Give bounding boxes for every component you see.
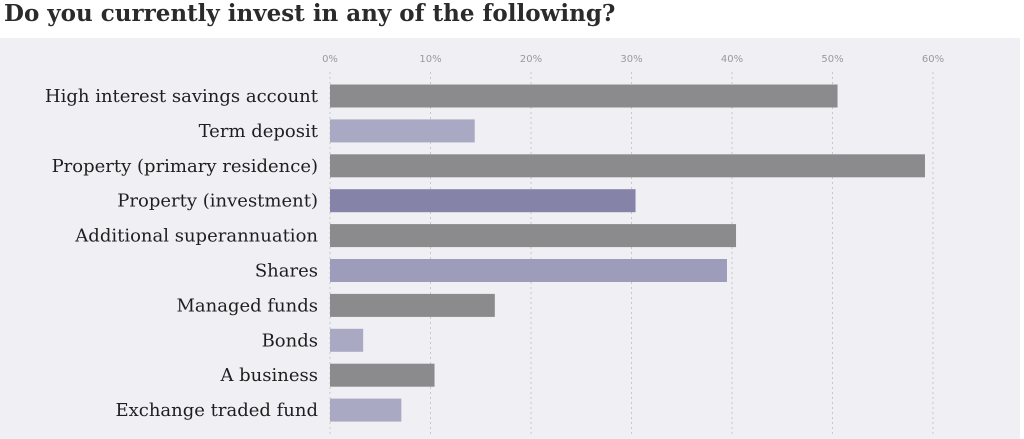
- category-label-high-interest-savings-account: High interest savings account: [45, 86, 319, 107]
- bar-exchange-traded-fund: [330, 398, 402, 422]
- bar-additional-superannuation: [330, 224, 737, 248]
- category-label-shares: Shares: [255, 261, 318, 282]
- bar-shares: [330, 259, 727, 282]
- chart-title: Do you currently invest in any of the fo…: [4, 0, 616, 27]
- category-label-property-primary-residence: Property (primary residence): [52, 156, 318, 177]
- category-label-property-investment: Property (investment): [117, 191, 318, 212]
- category-label-term-deposit: Term deposit: [199, 121, 319, 142]
- chart-panel: 0% 10% 20% 30% 40% 50% 60% High interest saving…: [0, 38, 1020, 439]
- x-tick-label-10: 10%: [419, 54, 441, 65]
- bar-property-investment: [330, 189, 636, 213]
- category-label-managed-funds: Managed funds: [176, 295, 318, 316]
- bar-high-interest-savings-account: [330, 84, 838, 108]
- bar-chart: 0% 10% 20% 30% 40% 50% 60% High interest saving…: [45, 54, 944, 436]
- category-label-additional-superannuation: Additional superannuation: [74, 226, 318, 247]
- x-tick-label-50: 50%: [821, 54, 843, 65]
- bar-a-business: [330, 363, 435, 387]
- x-tick-label-60: 60%: [922, 54, 944, 65]
- bar-bonds: [330, 328, 364, 352]
- x-tick-label-40: 40%: [721, 54, 743, 65]
- x-tick-label-30: 30%: [620, 54, 642, 65]
- x-tick-label-20: 20%: [520, 54, 542, 65]
- x-tick-label-0: 0%: [322, 54, 338, 65]
- category-label-exchange-traded-fund: Exchange traded fund: [115, 400, 318, 421]
- bar-property-primary-residence: [330, 154, 925, 178]
- category-label-bonds: Bonds: [262, 330, 318, 351]
- bar-managed-funds: [330, 293, 495, 317]
- category-label-a-business: A business: [219, 365, 318, 386]
- bar-term-deposit: [330, 119, 475, 143]
